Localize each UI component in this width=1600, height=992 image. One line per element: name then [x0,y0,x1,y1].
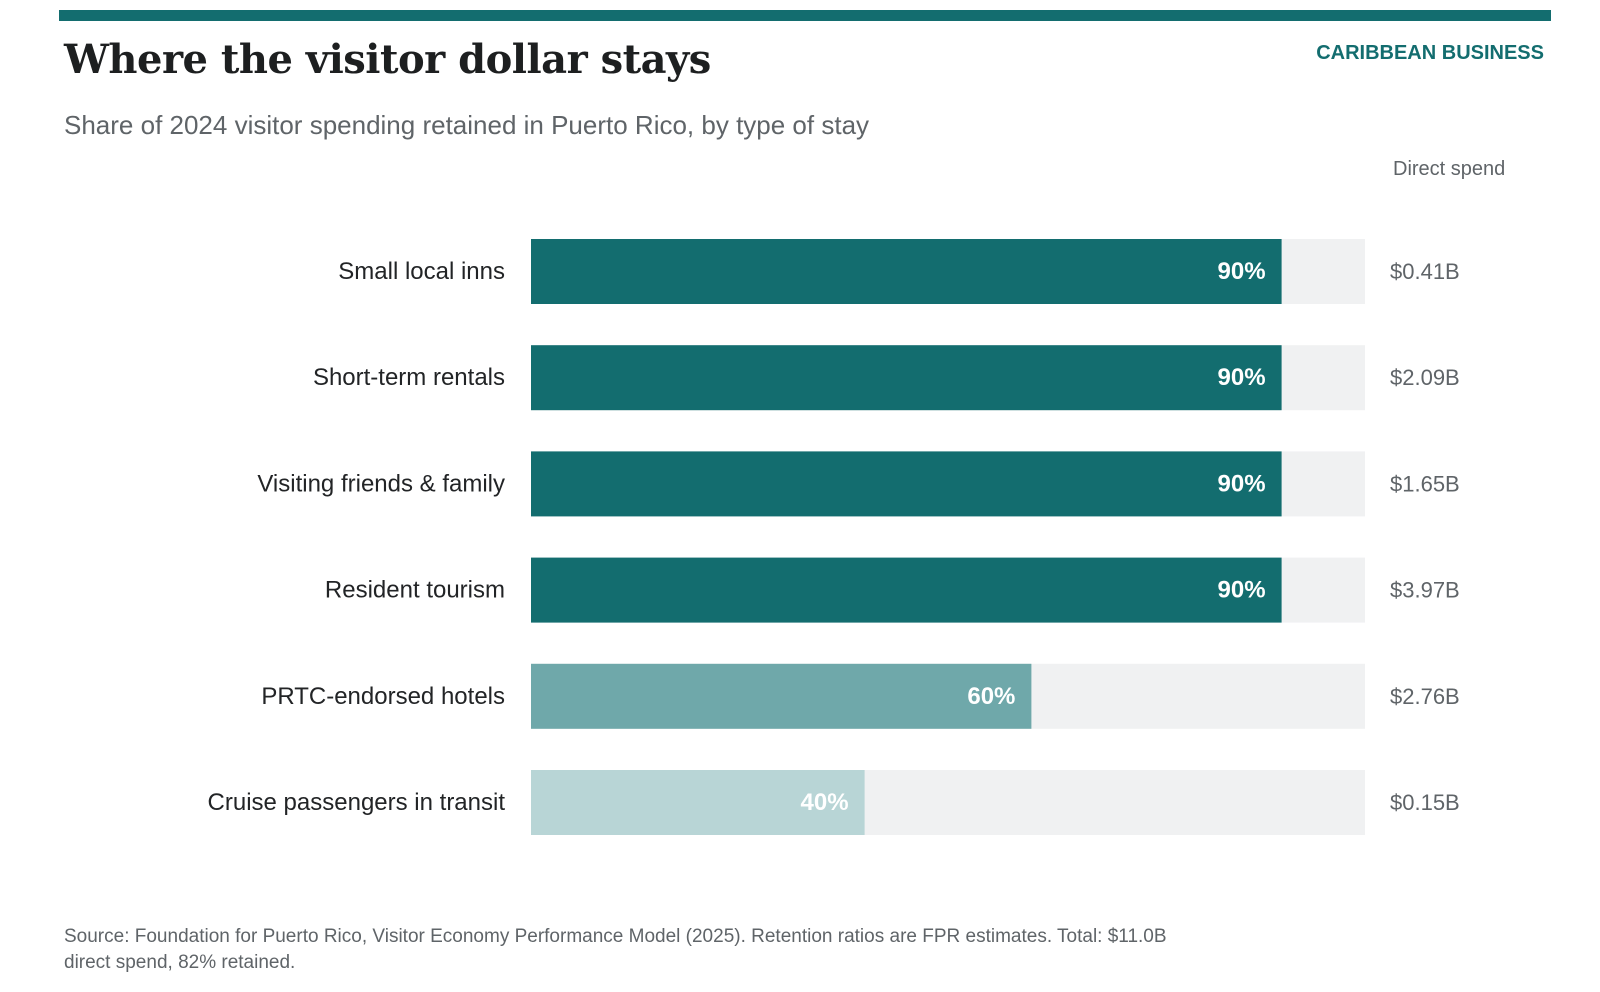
category-label: Small local inns [338,258,505,285]
data-label: 60% [967,683,1015,710]
data-label: 90% [1218,577,1266,604]
category-label: Cruise passengers in transit [208,789,506,816]
category-label: Visiting friends & family [257,470,505,497]
chart-title: Where the visitor dollar stays [64,36,711,83]
bar [531,345,1282,411]
top-accent-rule [59,10,1551,21]
bar [531,663,1032,729]
data-label: 90% [1218,364,1266,391]
direct-spend-label: $0.41B [1390,259,1460,284]
category-label: Short-term rentals [313,364,505,391]
brand-name: CARIBBEAN BUSINESS [1316,42,1544,64]
data-label: 90% [1218,258,1266,285]
bar [531,557,1282,623]
category-label: Resident tourism [325,577,505,604]
bar [531,770,865,835]
direct-spend-column-header: Direct spend [1393,158,1506,180]
direct-spend-label: $3.97B [1390,578,1460,603]
bar [531,451,1282,517]
source-note: Source: Foundation for Puerto Rico, Visi… [64,926,1167,973]
direct-spend-label: $1.65B [1390,471,1460,496]
direct-spend-label: $0.15B [1390,790,1460,815]
data-label: 40% [801,789,849,816]
chart-subtitle: Share of 2024 visitor spending retained … [64,110,870,140]
direct-spend-label: $2.09B [1390,365,1460,390]
direct-spend-label: $2.76B [1390,684,1460,709]
category-label: PRTC-endorsed hotels [261,683,505,710]
bar [531,239,1282,304]
data-label: 90% [1218,470,1266,497]
